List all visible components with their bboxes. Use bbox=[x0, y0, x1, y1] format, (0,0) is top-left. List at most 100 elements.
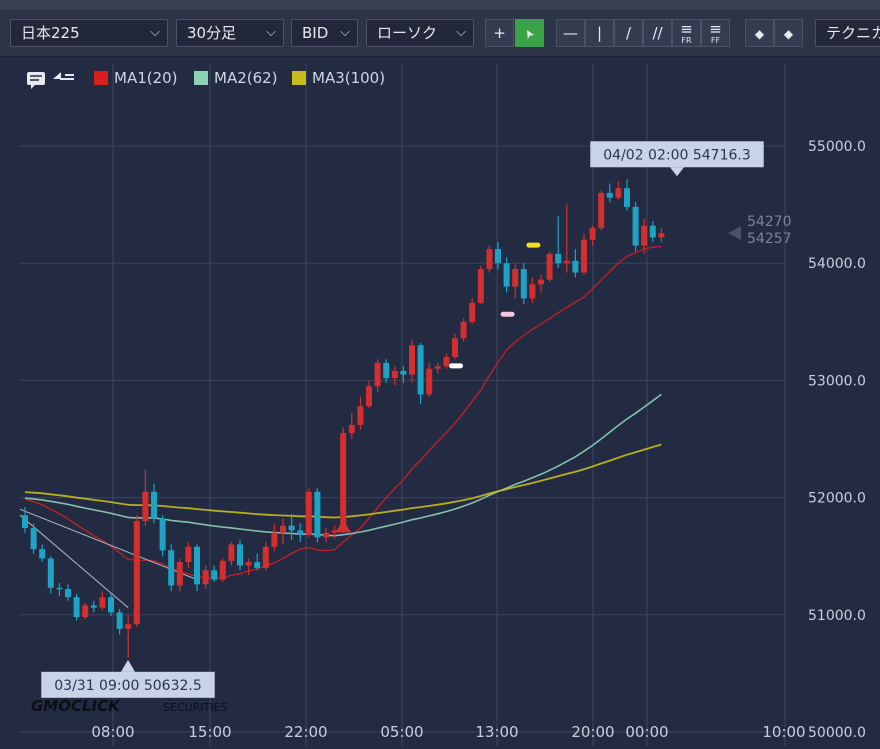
fibonacci-icon: ≡ bbox=[680, 20, 693, 38]
fibonacci-retracement-button[interactable]: ≡ FR bbox=[672, 19, 701, 47]
candle-body bbox=[477, 269, 484, 304]
candle bbox=[434, 362, 441, 374]
candle-body bbox=[606, 192, 613, 198]
crosshair-icon: + bbox=[493, 24, 506, 42]
high-price-callout-text: 04/02 02:00 54716.3 bbox=[603, 147, 751, 163]
candle bbox=[563, 204, 570, 273]
candle-body bbox=[383, 362, 390, 379]
candle bbox=[649, 221, 656, 243]
eraser-button[interactable]: ◆ bbox=[745, 19, 774, 47]
brand-suffix: SECURITIES bbox=[163, 701, 227, 714]
candle-body bbox=[228, 544, 235, 561]
candle-body bbox=[426, 368, 433, 395]
chart-toolbar: 日本225 ⌵ 30分足 ⌵ BID ⌵ ローソク ⌵ + ➤ — | / //… bbox=[0, 10, 880, 57]
channel-icon: // bbox=[652, 24, 663, 42]
legend-ma2-label: MA2(62) bbox=[214, 69, 278, 87]
axis-labels: 55000.0 54000.0 53000.0 52000.0 51000.0 50000… bbox=[91, 139, 866, 741]
low-price-callout: 03/31 09:00 50632.5 bbox=[41, 659, 215, 698]
candle-body bbox=[90, 605, 97, 608]
low-price-callout-text: 03/31 09:00 50632.5 bbox=[54, 678, 202, 694]
candle-body bbox=[495, 249, 501, 264]
trendline bbox=[19, 508, 198, 581]
legend-ma3-swatch bbox=[292, 71, 306, 85]
y-tick-label: 53000.0 bbox=[808, 373, 866, 389]
candle-body bbox=[529, 284, 536, 299]
fibonacci-fan-label: FF bbox=[710, 36, 721, 45]
candle bbox=[555, 216, 562, 268]
symbol-select[interactable]: 日本225 ⌵ bbox=[10, 19, 168, 47]
eraser-icon: ◆ bbox=[754, 27, 765, 41]
candle-body bbox=[133, 521, 140, 625]
candle-body bbox=[159, 518, 166, 551]
candle bbox=[632, 202, 639, 252]
trade-marker-bar bbox=[526, 242, 541, 248]
price-side-select[interactable]: BID ⌵ bbox=[291, 19, 358, 47]
candle-body bbox=[116, 612, 123, 629]
last-price-arrow bbox=[728, 226, 741, 241]
candlestick-chart[interactable]: 04/02 02:00 54716.3 03/31 09:00 50632.5 54… bbox=[0, 56, 880, 749]
horizontal-line-button[interactable]: — bbox=[556, 19, 585, 47]
candle bbox=[538, 274, 544, 293]
fibonacci-fan-button[interactable]: ≡ FF bbox=[701, 19, 730, 47]
x-tick-label: 20:00 bbox=[571, 723, 614, 741]
candle bbox=[658, 228, 665, 243]
crosshair-button[interactable]: + bbox=[485, 19, 514, 47]
timeframe-label: 30分足 bbox=[187, 24, 237, 42]
candle-body bbox=[632, 206, 639, 246]
candle-body bbox=[563, 260, 570, 264]
candle bbox=[409, 339, 415, 383]
candle bbox=[142, 469, 149, 526]
pointer-icon: ➤ bbox=[520, 26, 539, 42]
horizontal-line-icon: — bbox=[563, 24, 578, 42]
low-price-callout-box bbox=[41, 671, 215, 698]
candle bbox=[606, 183, 613, 203]
candle bbox=[211, 565, 218, 582]
channel-button[interactable]: // bbox=[643, 19, 672, 47]
candle bbox=[460, 318, 467, 342]
pointer-button[interactable]: ➤ bbox=[515, 19, 544, 47]
candle bbox=[90, 600, 97, 613]
erase-all-icon: ◆ bbox=[783, 27, 794, 41]
legend-ma1-label: MA1(20) bbox=[114, 69, 178, 87]
erase-all-button[interactable]: ◆ bbox=[774, 19, 803, 47]
chevron-down-icon: ⌵ bbox=[456, 25, 466, 40]
candle bbox=[125, 614, 132, 658]
timeframe-select[interactable]: 30分足 ⌵ bbox=[176, 19, 284, 47]
candle bbox=[503, 257, 510, 293]
candle bbox=[452, 333, 458, 360]
candle-body bbox=[460, 321, 467, 339]
chart-style-select[interactable]: ローソク ⌵ bbox=[366, 19, 474, 47]
symbol-label: 日本225 bbox=[21, 24, 80, 42]
window-title-strip bbox=[0, 0, 880, 10]
candle bbox=[426, 362, 433, 397]
y-tick-label: 51000.0 bbox=[808, 608, 866, 624]
candle bbox=[194, 544, 200, 592]
trendline-button[interactable]: / bbox=[614, 19, 643, 47]
candle bbox=[615, 181, 622, 200]
candle bbox=[391, 366, 398, 386]
comment-icon[interactable] bbox=[26, 71, 48, 93]
candle-body bbox=[219, 560, 226, 580]
trade-marker-bar bbox=[500, 311, 515, 317]
candle-body bbox=[469, 303, 476, 322]
candle bbox=[176, 558, 183, 592]
vertical-line-button[interactable]: | bbox=[585, 19, 614, 47]
candle bbox=[280, 518, 286, 545]
candle-body bbox=[305, 491, 312, 536]
candle bbox=[383, 359, 390, 383]
candle-body bbox=[572, 260, 579, 273]
candle-body bbox=[417, 345, 424, 395]
y-tick-label: 50000.0 bbox=[808, 725, 866, 741]
candle bbox=[168, 544, 175, 592]
candle bbox=[185, 542, 192, 568]
candle bbox=[512, 263, 519, 299]
y-tick-label: 52000.0 bbox=[808, 491, 866, 507]
candle-body bbox=[409, 345, 415, 375]
candle-body bbox=[22, 515, 28, 529]
trade-marker-bar bbox=[449, 363, 463, 369]
indicators-menu[interactable]: テクニカ bbox=[815, 19, 880, 47]
candle-body bbox=[47, 558, 54, 588]
collapse-legend-icon[interactable] bbox=[51, 69, 77, 87]
candle-body bbox=[176, 562, 183, 586]
ask-price-label: 54270 bbox=[747, 214, 792, 230]
